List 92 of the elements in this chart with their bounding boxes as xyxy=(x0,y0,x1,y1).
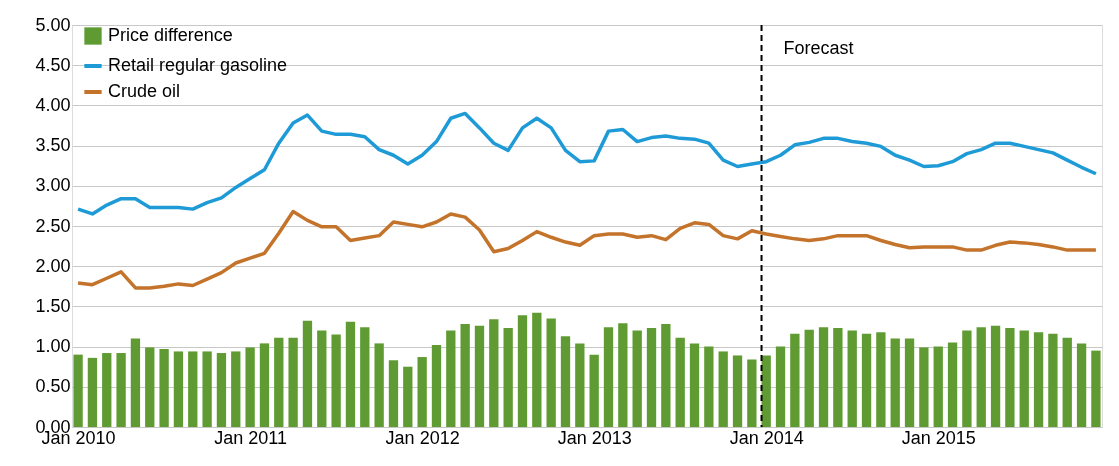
bar xyxy=(646,328,657,427)
bar xyxy=(962,330,972,427)
bar xyxy=(933,346,943,427)
x-tick-label: Jan 2013 xyxy=(557,427,632,448)
bar xyxy=(532,312,542,427)
bar xyxy=(216,353,227,427)
bar xyxy=(1019,330,1029,427)
x-tick-label: Jan 2011 xyxy=(214,427,287,448)
bar xyxy=(904,338,915,427)
legend-label: Price difference xyxy=(108,25,233,45)
bar xyxy=(675,337,685,427)
bar xyxy=(374,343,384,427)
bar xyxy=(1076,343,1087,427)
y-tick-label: 3.00 xyxy=(35,175,71,196)
bar xyxy=(1048,333,1058,427)
bar xyxy=(102,353,112,427)
bar xyxy=(804,329,814,427)
bar xyxy=(145,347,155,427)
bar xyxy=(446,330,456,427)
bar xyxy=(589,354,599,427)
bar xyxy=(833,328,843,427)
bar xyxy=(1033,332,1044,427)
y-tick-label: 2.50 xyxy=(35,215,71,236)
bar xyxy=(489,319,499,427)
bar xyxy=(1091,350,1101,427)
bar xyxy=(345,321,356,427)
bar xyxy=(302,320,313,427)
bar xyxy=(818,327,829,427)
bar xyxy=(1062,337,1072,427)
bar xyxy=(560,336,571,427)
legend-label: Crude oil xyxy=(108,81,181,101)
bar xyxy=(919,347,929,427)
bar xyxy=(976,327,986,427)
bar xyxy=(775,346,786,427)
line-series xyxy=(76,111,1098,216)
bar xyxy=(231,351,241,427)
bar xyxy=(417,357,427,427)
bar xyxy=(704,346,714,427)
bar xyxy=(790,333,800,427)
bar xyxy=(517,315,528,427)
ref-line-label: Forecast xyxy=(783,38,854,58)
bar xyxy=(245,347,255,427)
bar xyxy=(847,330,857,427)
bar xyxy=(116,353,126,427)
bar xyxy=(689,343,700,427)
y-tick-label: 4.50 xyxy=(35,54,71,75)
y-tick-label: 1.50 xyxy=(35,295,71,316)
bar xyxy=(173,351,184,427)
bar xyxy=(274,337,284,427)
bar xyxy=(403,366,413,427)
bar xyxy=(460,324,470,427)
x-tick-label: Jan 2015 xyxy=(901,427,976,448)
y-tick-label: 4.00 xyxy=(35,94,71,115)
x-tick-label: Jan 2012 xyxy=(385,427,460,448)
bar xyxy=(331,334,341,427)
bar xyxy=(259,343,270,427)
bar xyxy=(890,338,900,427)
bar xyxy=(747,359,757,427)
bar xyxy=(861,333,872,427)
bar xyxy=(202,351,212,427)
bar xyxy=(718,351,728,427)
bar xyxy=(575,343,585,427)
bar xyxy=(388,360,399,427)
bar xyxy=(360,327,370,427)
y-tick-label: 3.50 xyxy=(35,135,71,156)
bar xyxy=(317,330,327,427)
bar xyxy=(431,344,442,427)
bar xyxy=(546,318,556,427)
bar xyxy=(474,325,485,427)
bar xyxy=(130,338,141,427)
bar xyxy=(876,332,886,427)
bar xyxy=(87,357,98,427)
bar xyxy=(603,327,614,427)
bar xyxy=(159,349,169,427)
legend-label: Retail regular gasoline xyxy=(108,55,288,75)
bar xyxy=(990,325,1001,427)
y-tick-label: 5.00 xyxy=(35,14,71,35)
bar xyxy=(1005,328,1015,427)
bar xyxy=(661,324,671,427)
y-tick-label: 1.00 xyxy=(35,336,71,357)
y-tick-label: 2.00 xyxy=(35,255,71,276)
bar xyxy=(732,355,743,427)
bar xyxy=(632,330,642,427)
x-tick-label: Jan 2014 xyxy=(729,427,804,448)
bar xyxy=(947,342,958,427)
bar xyxy=(288,337,298,427)
bar xyxy=(503,328,513,427)
bar xyxy=(73,354,83,427)
y-tick-label: 0.50 xyxy=(35,376,71,397)
bar xyxy=(618,323,628,427)
bar xyxy=(188,351,198,427)
line-series xyxy=(76,209,1098,290)
